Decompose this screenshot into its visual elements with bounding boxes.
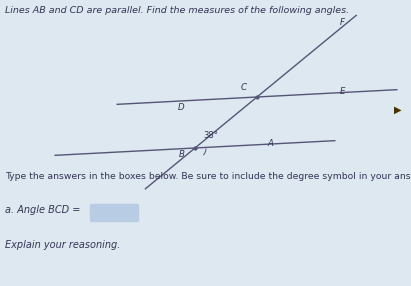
Text: C: C: [241, 83, 247, 92]
Text: ▶: ▶: [394, 105, 402, 115]
Text: F: F: [339, 18, 344, 27]
FancyBboxPatch shape: [90, 204, 139, 221]
Text: Explain your reasoning.: Explain your reasoning.: [5, 240, 120, 250]
Text: a. Angle BCD =: a. Angle BCD =: [5, 205, 81, 215]
Text: B: B: [179, 150, 185, 159]
Text: A: A: [268, 139, 274, 148]
Text: Lines AB and CD are parallel. Find the measures of the following angles.: Lines AB and CD are parallel. Find the m…: [5, 6, 349, 15]
Text: E: E: [340, 87, 345, 96]
Text: D: D: [178, 103, 184, 112]
Text: 38°: 38°: [203, 131, 218, 140]
Text: Type the answers in the boxes below. Be sure to include the degree symbol in you: Type the answers in the boxes below. Be …: [5, 172, 411, 181]
